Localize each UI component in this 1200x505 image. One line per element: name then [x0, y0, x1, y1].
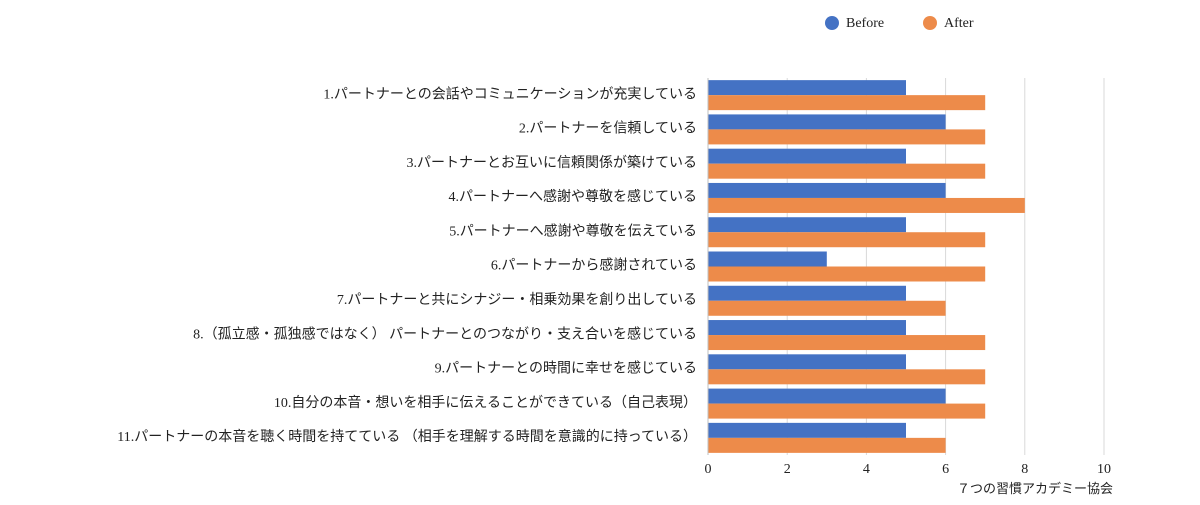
y-tick-label: 4.パートナーへ感謝や尊敬を感じている	[449, 188, 698, 205]
y-tick-label: 9.パートナーとの時間に幸せを感じている	[435, 360, 697, 377]
x-tick-label: 10	[1097, 462, 1111, 477]
bar	[708, 437, 946, 453]
x-tick-label: 4	[863, 462, 870, 477]
bar	[708, 369, 986, 385]
bar	[708, 251, 827, 267]
x-tick-label: 2	[784, 462, 791, 477]
y-tick-label: 1.パートナーとの会話やコミュニケーションが充実している	[323, 85, 697, 102]
y-tick-label: 2.パートナーを信頼している	[519, 121, 697, 137]
legend-swatch	[825, 16, 839, 30]
y-tick-label: 7.パートナーと共にシナジー・相乗効果を創り出している	[337, 292, 697, 308]
y-tick-label: 3.パートナーとお互いに信頼関係が築けている	[407, 155, 698, 171]
bar	[708, 320, 906, 336]
bar	[708, 335, 986, 351]
source-note: ７つの習慣アカデミー協会	[957, 481, 1113, 496]
bar	[708, 217, 906, 233]
y-tick-label: 8.（孤立感・孤独感ではなく） パートナーとのつながり・支え合いを感じている	[193, 325, 697, 342]
bar	[708, 95, 986, 111]
bar	[708, 354, 906, 370]
y-tick-label: 10.自分の本音・想いを相手に伝えることができている（自己表現）	[274, 394, 697, 411]
bar	[708, 422, 906, 438]
bar	[708, 300, 946, 316]
bar	[708, 182, 946, 198]
bar	[708, 163, 986, 179]
bar	[708, 266, 986, 282]
y-tick-label: 5.パートナーへ感謝や尊敬を伝えている	[449, 222, 697, 239]
bar	[708, 80, 906, 96]
y-tick-label: 11.パートナーの本音を聴く時間を持てている （相手を理解する時間を意識的に持っ…	[117, 428, 697, 445]
legend-label: After	[944, 16, 974, 31]
y-tick-label: 6.パートナーから感謝されている	[491, 257, 697, 274]
bar	[708, 388, 946, 404]
bar	[708, 285, 906, 301]
bar	[708, 403, 986, 419]
bar	[708, 114, 946, 130]
legend-swatch	[923, 16, 937, 30]
bar	[708, 148, 906, 164]
x-tick-label: 8	[1021, 462, 1028, 477]
legend-label: Before	[846, 16, 884, 31]
bar	[708, 197, 1025, 213]
x-tick-label: 0	[705, 462, 712, 477]
bar	[708, 232, 986, 248]
bar	[708, 129, 986, 145]
x-tick-label: 6	[942, 462, 949, 477]
